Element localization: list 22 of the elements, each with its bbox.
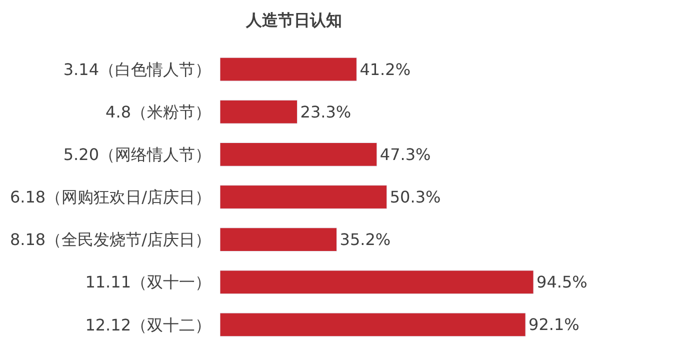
bar	[220, 142, 378, 166]
bar	[220, 57, 357, 82]
data-label: 47.3%	[380, 144, 431, 164]
y-tick-label: 5.20（网络情人节）	[63, 145, 211, 164]
data-label: 50.3%	[390, 188, 441, 206]
data-label: 41.2%	[360, 60, 411, 79]
y-tick-label: 11.11（双十一）	[85, 272, 211, 292]
y-tick-label: 4.8（米粉节）	[106, 102, 211, 122]
y-tick-label: 3.14（白色情人节）	[63, 60, 211, 79]
data-label: 23.3%	[300, 102, 352, 122]
bar	[220, 312, 526, 337]
bar	[220, 228, 338, 252]
y-tick-label: 6.18（网购狂欢日/店庆日）	[10, 188, 211, 207]
y-tick-label: 12.12（双十二）	[85, 315, 211, 334]
chart-title: 人造节日认知	[245, 10, 342, 30]
data-label: 94.5%	[536, 272, 588, 292]
bar	[220, 270, 534, 294]
bar	[220, 100, 298, 124]
y-tick-label: 8.18（全民发烧节/店庆日）	[10, 230, 211, 250]
bar	[220, 185, 388, 209]
data-label: 35.2%	[340, 230, 391, 250]
data-label: 92.1%	[528, 315, 580, 334]
